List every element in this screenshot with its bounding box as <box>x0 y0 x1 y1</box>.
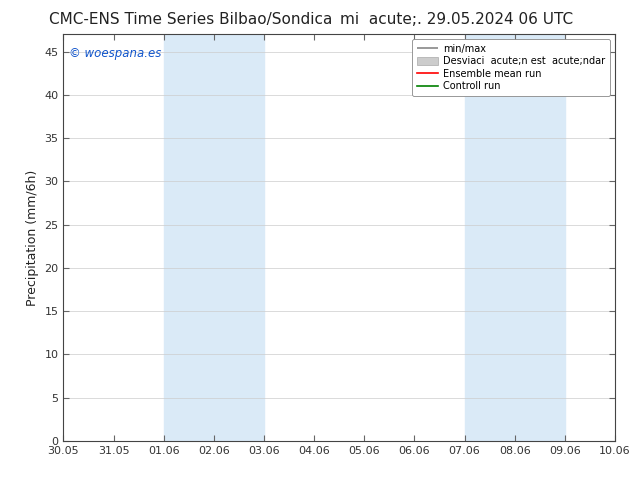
Text: © woespana.es: © woespana.es <box>69 47 161 59</box>
Legend: min/max, Desviaci  acute;n est  acute;ndar, Ensemble mean run, Controll run: min/max, Desviaci acute;n est acute;ndar… <box>412 39 610 96</box>
Bar <box>164 34 264 441</box>
Y-axis label: Precipitation (mm/6h): Precipitation (mm/6h) <box>26 170 39 306</box>
Text: mi  acute;. 29.05.2024 06 UTC: mi acute;. 29.05.2024 06 UTC <box>340 12 573 27</box>
Text: CMC-ENS Time Series Bilbao/Sondica: CMC-ENS Time Series Bilbao/Sondica <box>49 12 332 27</box>
Bar <box>465 34 565 441</box>
